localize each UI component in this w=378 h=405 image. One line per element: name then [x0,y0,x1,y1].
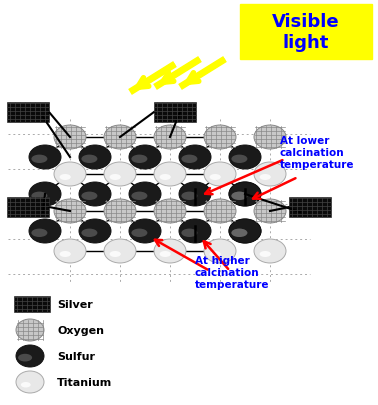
Ellipse shape [231,192,247,200]
Bar [14,296,50,312]
Ellipse shape [104,162,136,187]
Ellipse shape [79,220,111,243]
Ellipse shape [160,175,171,181]
Ellipse shape [231,229,247,237]
Text: At lower
calcination
temperature: At lower calcination temperature [280,135,355,170]
Bar [154,103,196,123]
Ellipse shape [132,155,147,164]
Ellipse shape [209,252,221,257]
Ellipse shape [179,146,211,170]
Ellipse shape [81,192,98,200]
Ellipse shape [254,239,286,263]
Ellipse shape [229,220,261,243]
Ellipse shape [129,220,161,243]
Ellipse shape [231,192,247,200]
Ellipse shape [54,239,86,263]
Ellipse shape [21,382,31,388]
Ellipse shape [132,229,147,237]
Text: Oxygen: Oxygen [57,325,104,335]
Ellipse shape [254,126,286,149]
Ellipse shape [104,239,136,263]
Ellipse shape [231,155,247,164]
Ellipse shape [18,354,32,362]
Ellipse shape [31,155,47,164]
Ellipse shape [31,229,47,237]
Ellipse shape [54,200,86,224]
Ellipse shape [16,319,44,341]
Ellipse shape [204,162,236,187]
Ellipse shape [31,192,47,200]
Ellipse shape [110,252,121,257]
Text: Visible
light: Visible light [272,13,340,52]
Ellipse shape [104,200,136,224]
Ellipse shape [179,220,211,243]
Ellipse shape [129,146,161,170]
Ellipse shape [129,183,161,207]
Ellipse shape [229,183,261,207]
Text: Sulfur: Sulfur [57,351,95,361]
Ellipse shape [104,126,136,149]
Ellipse shape [160,252,171,257]
Ellipse shape [154,162,186,187]
Ellipse shape [229,183,261,207]
Ellipse shape [204,239,236,263]
Ellipse shape [29,146,61,170]
Text: At higher
calcination
temperature: At higher calcination temperature [195,255,270,290]
Ellipse shape [254,200,286,224]
Bar [7,103,49,123]
Ellipse shape [209,175,221,181]
Ellipse shape [60,252,71,257]
Ellipse shape [54,162,86,187]
Ellipse shape [260,175,271,181]
Ellipse shape [154,126,186,149]
Ellipse shape [181,229,197,237]
Text: Silver: Silver [57,299,93,309]
Ellipse shape [54,126,86,149]
Ellipse shape [181,155,197,164]
Ellipse shape [260,252,271,257]
Ellipse shape [229,220,261,243]
Ellipse shape [81,155,98,164]
Ellipse shape [110,175,121,181]
Ellipse shape [16,371,44,393]
Ellipse shape [181,192,197,200]
Ellipse shape [79,183,111,207]
Ellipse shape [231,229,247,237]
Bar [289,198,331,217]
Ellipse shape [179,183,211,207]
Ellipse shape [16,345,44,367]
Ellipse shape [60,175,71,181]
Ellipse shape [29,220,61,243]
Ellipse shape [204,200,236,224]
Ellipse shape [154,239,186,263]
Ellipse shape [29,183,61,207]
Ellipse shape [254,162,286,187]
Text: Titanium: Titanium [57,377,112,387]
Ellipse shape [79,146,111,170]
Bar [7,198,49,217]
Ellipse shape [132,192,147,200]
Ellipse shape [229,146,261,170]
Ellipse shape [81,229,98,237]
Ellipse shape [204,126,236,149]
Ellipse shape [154,200,186,224]
Bar [240,5,372,60]
